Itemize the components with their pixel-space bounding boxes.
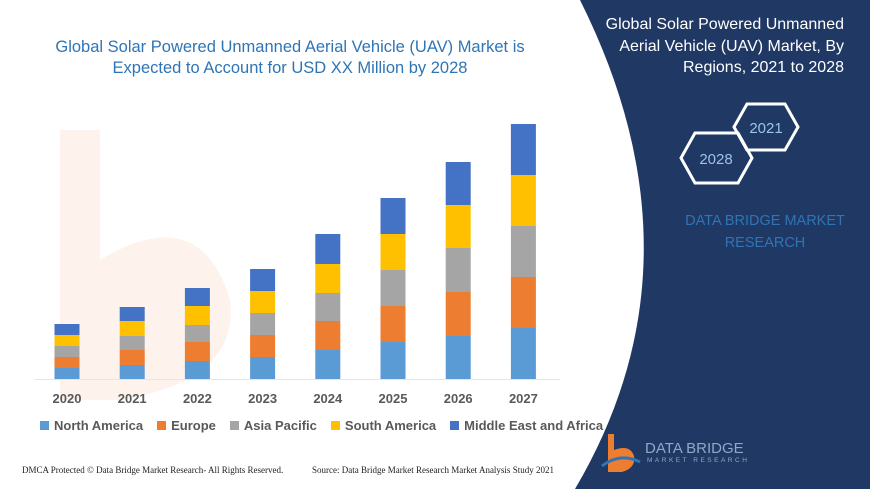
bar-segment-2024-europe xyxy=(315,321,341,350)
bar-segment-2024-south-america xyxy=(315,264,341,293)
legend-item: South America xyxy=(330,418,437,433)
x-tick-label: 2026 xyxy=(444,391,473,406)
data-bridge-logo-icon xyxy=(601,434,641,472)
legend-label: Middle East and Africa xyxy=(464,418,604,433)
bar-segment-2027-europe xyxy=(510,277,536,328)
bar-segment-2020-north-america xyxy=(54,368,80,379)
x-tick-label: 2020 xyxy=(53,391,82,406)
bar-segment-2027-asia-pacific xyxy=(510,226,536,277)
legend-label: North America xyxy=(54,418,144,433)
legend-label: Europe xyxy=(171,418,216,433)
hex-2028 xyxy=(679,131,754,185)
bar-segment-2024-middle-east-and-africa xyxy=(315,234,341,264)
legend-item: Europe xyxy=(157,418,216,433)
bar-segment-2023-europe xyxy=(250,335,276,357)
bar-segment-2027-north-america xyxy=(510,328,536,379)
bar-segment-2023-middle-east-and-africa xyxy=(250,269,276,291)
legend: North America Europe Asia Pacific South Ame… xyxy=(40,418,603,433)
x-tick-label: 2024 xyxy=(313,391,343,406)
bar-segment-2021-south-america xyxy=(119,321,145,336)
chart-title: Global Solar Powered Unmanned Aerial Veh… xyxy=(55,38,525,77)
bar-segment-2025-europe xyxy=(380,306,406,342)
bar-segment-2023-north-america xyxy=(250,357,276,379)
bar-segment-2022-europe xyxy=(184,342,210,361)
bar-segment-2021-north-america xyxy=(119,365,145,379)
bar-segment-2023-south-america xyxy=(250,291,276,313)
bar-segment-2026-south-america xyxy=(445,205,471,248)
bar-segment-2026-middle-east-and-africa xyxy=(445,162,471,205)
bar-segment-2022-north-america xyxy=(184,361,210,379)
legend-swatch xyxy=(330,421,340,430)
footer-copyright: DMCA Protected © Data Bridge Market Rese… xyxy=(22,465,284,475)
x-tick-label: 2025 xyxy=(379,391,408,406)
bar-segment-2022-asia-pacific xyxy=(184,325,210,342)
hex-2021 xyxy=(732,102,800,152)
bar-segment-2022-south-america xyxy=(184,306,210,325)
legend-swatch xyxy=(229,421,239,430)
legend-label: Asia Pacific xyxy=(243,418,317,433)
bar-segment-2025-south-america xyxy=(380,234,406,270)
bar-segment-2021-europe xyxy=(119,350,145,365)
bar-segment-2027-middle-east-and-africa xyxy=(510,124,536,175)
x-tick-label: 2021 xyxy=(118,391,147,406)
bar-segment-2021-asia-pacific xyxy=(119,336,145,350)
panel-title: Global Solar Powered Unmanned Aerial Veh… xyxy=(605,16,844,76)
legend-item: Middle East and Africa xyxy=(450,418,603,433)
legend-item: North America xyxy=(40,418,143,433)
bar-segment-2026-north-america xyxy=(445,336,471,379)
bar-segment-2020-europe xyxy=(54,357,80,368)
x-tick-label: 2022 xyxy=(183,391,212,406)
footer-source: Source: Data Bridge Market Research Mark… xyxy=(312,465,554,475)
bar-segment-2024-asia-pacific xyxy=(315,293,341,321)
bar-segment-2025-north-america xyxy=(380,342,406,379)
legend-label: South America xyxy=(344,418,437,433)
legend-swatch xyxy=(157,421,167,430)
bar-segment-2023-asia-pacific xyxy=(250,313,276,335)
bar-segment-2024-north-america xyxy=(315,350,341,379)
hex-2028-label: 2028 xyxy=(699,151,732,168)
legend-item: Asia Pacific xyxy=(229,418,317,433)
x-tick-label: 2027 xyxy=(509,391,538,406)
bar-segment-2020-asia-pacific xyxy=(54,346,80,357)
bar-segment-2026-asia-pacific xyxy=(445,248,471,292)
x-tick-label: 2023 xyxy=(248,391,277,406)
bar-segment-2025-asia-pacific xyxy=(380,270,406,306)
bar-segment-2021-middle-east-and-africa xyxy=(119,307,145,321)
bar-segment-2020-middle-east-and-africa xyxy=(54,324,80,335)
logo-name: DATA BRIDGE xyxy=(645,440,744,457)
bar-segment-2022-middle-east-and-africa xyxy=(184,288,210,306)
hex-2021-label: 2021 xyxy=(749,120,782,137)
legend-swatch xyxy=(40,421,49,430)
bar-segment-2020-south-america xyxy=(54,335,80,346)
brand-text: DATA BRIDGE MARKET RESEARCH xyxy=(685,213,845,251)
bar-segment-2025-middle-east-and-africa xyxy=(380,198,406,234)
logo-subtitle: MARKET RESEARCH xyxy=(647,457,750,464)
bar-segment-2026-europe xyxy=(445,292,471,336)
bar-segment-2027-south-america xyxy=(510,175,536,226)
legend-swatch xyxy=(450,421,460,430)
